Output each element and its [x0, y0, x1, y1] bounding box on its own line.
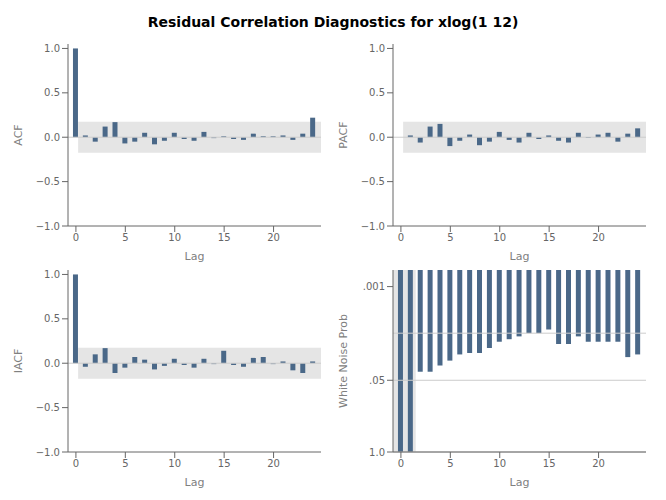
svg-text:White Noise Prob: White Noise Prob — [337, 314, 350, 408]
svg-text:0.0: 0.0 — [369, 132, 385, 143]
svg-text:0.5: 0.5 — [44, 313, 60, 324]
svg-text:5: 5 — [122, 232, 128, 243]
svg-text:20: 20 — [267, 458, 280, 469]
svg-text:−0.5: −0.5 — [36, 402, 60, 413]
svg-text:Lag: Lag — [510, 476, 530, 488]
svg-text:15: 15 — [543, 232, 556, 243]
svg-text:1.0: 1.0 — [369, 447, 385, 458]
svg-text:Lag: Lag — [185, 250, 205, 262]
svg-text:−1.0: −1.0 — [36, 221, 60, 232]
svg-text:10: 10 — [493, 458, 506, 469]
svg-text:20: 20 — [592, 458, 605, 469]
svg-text:20: 20 — [267, 232, 280, 243]
svg-text:PACF: PACF — [337, 121, 350, 148]
svg-text:−0.5: −0.5 — [36, 176, 60, 187]
svg-text:20: 20 — [592, 232, 605, 243]
svg-text:15: 15 — [218, 458, 231, 469]
svg-text:−0.5: −0.5 — [361, 176, 385, 187]
svg-text:Lag: Lag — [185, 476, 205, 488]
svg-text:0.0: 0.0 — [44, 132, 60, 143]
svg-text:0: 0 — [398, 232, 404, 243]
svg-text:.05: .05 — [369, 375, 385, 386]
svg-text:0: 0 — [73, 232, 79, 243]
svg-text:IACF: IACF — [12, 349, 25, 374]
svg-text:5: 5 — [447, 458, 453, 469]
svg-text:0: 0 — [73, 458, 79, 469]
svg-text:10: 10 — [168, 458, 181, 469]
html-text:Residual Correlation Diagnosti: Residual Correlation Diagnostics for xlo… — [147, 14, 519, 30]
svg-text:15: 15 — [218, 232, 231, 243]
svg-text:0.0: 0.0 — [44, 358, 60, 369]
svg-text:0: 0 — [398, 458, 404, 469]
svg-text:1.0: 1.0 — [44, 43, 60, 54]
svg-text:−1.0: −1.0 — [36, 447, 60, 458]
svg-text:0.5: 0.5 — [44, 87, 60, 98]
svg-text:15: 15 — [543, 458, 556, 469]
svg-text:5: 5 — [447, 232, 453, 243]
svg-text:0.5: 0.5 — [369, 87, 385, 98]
svg-text:Lag: Lag — [510, 250, 530, 262]
svg-text:−1.0: −1.0 — [361, 221, 385, 232]
svg-text:10: 10 — [493, 232, 506, 243]
svg-text:.001: .001 — [363, 281, 385, 292]
svg-text:ACF: ACF — [12, 124, 25, 145]
svg-text:1.0: 1.0 — [44, 269, 60, 280]
svg-text:10: 10 — [168, 232, 181, 243]
svg-text:5: 5 — [122, 458, 128, 469]
svg-text:1.0: 1.0 — [369, 43, 385, 54]
